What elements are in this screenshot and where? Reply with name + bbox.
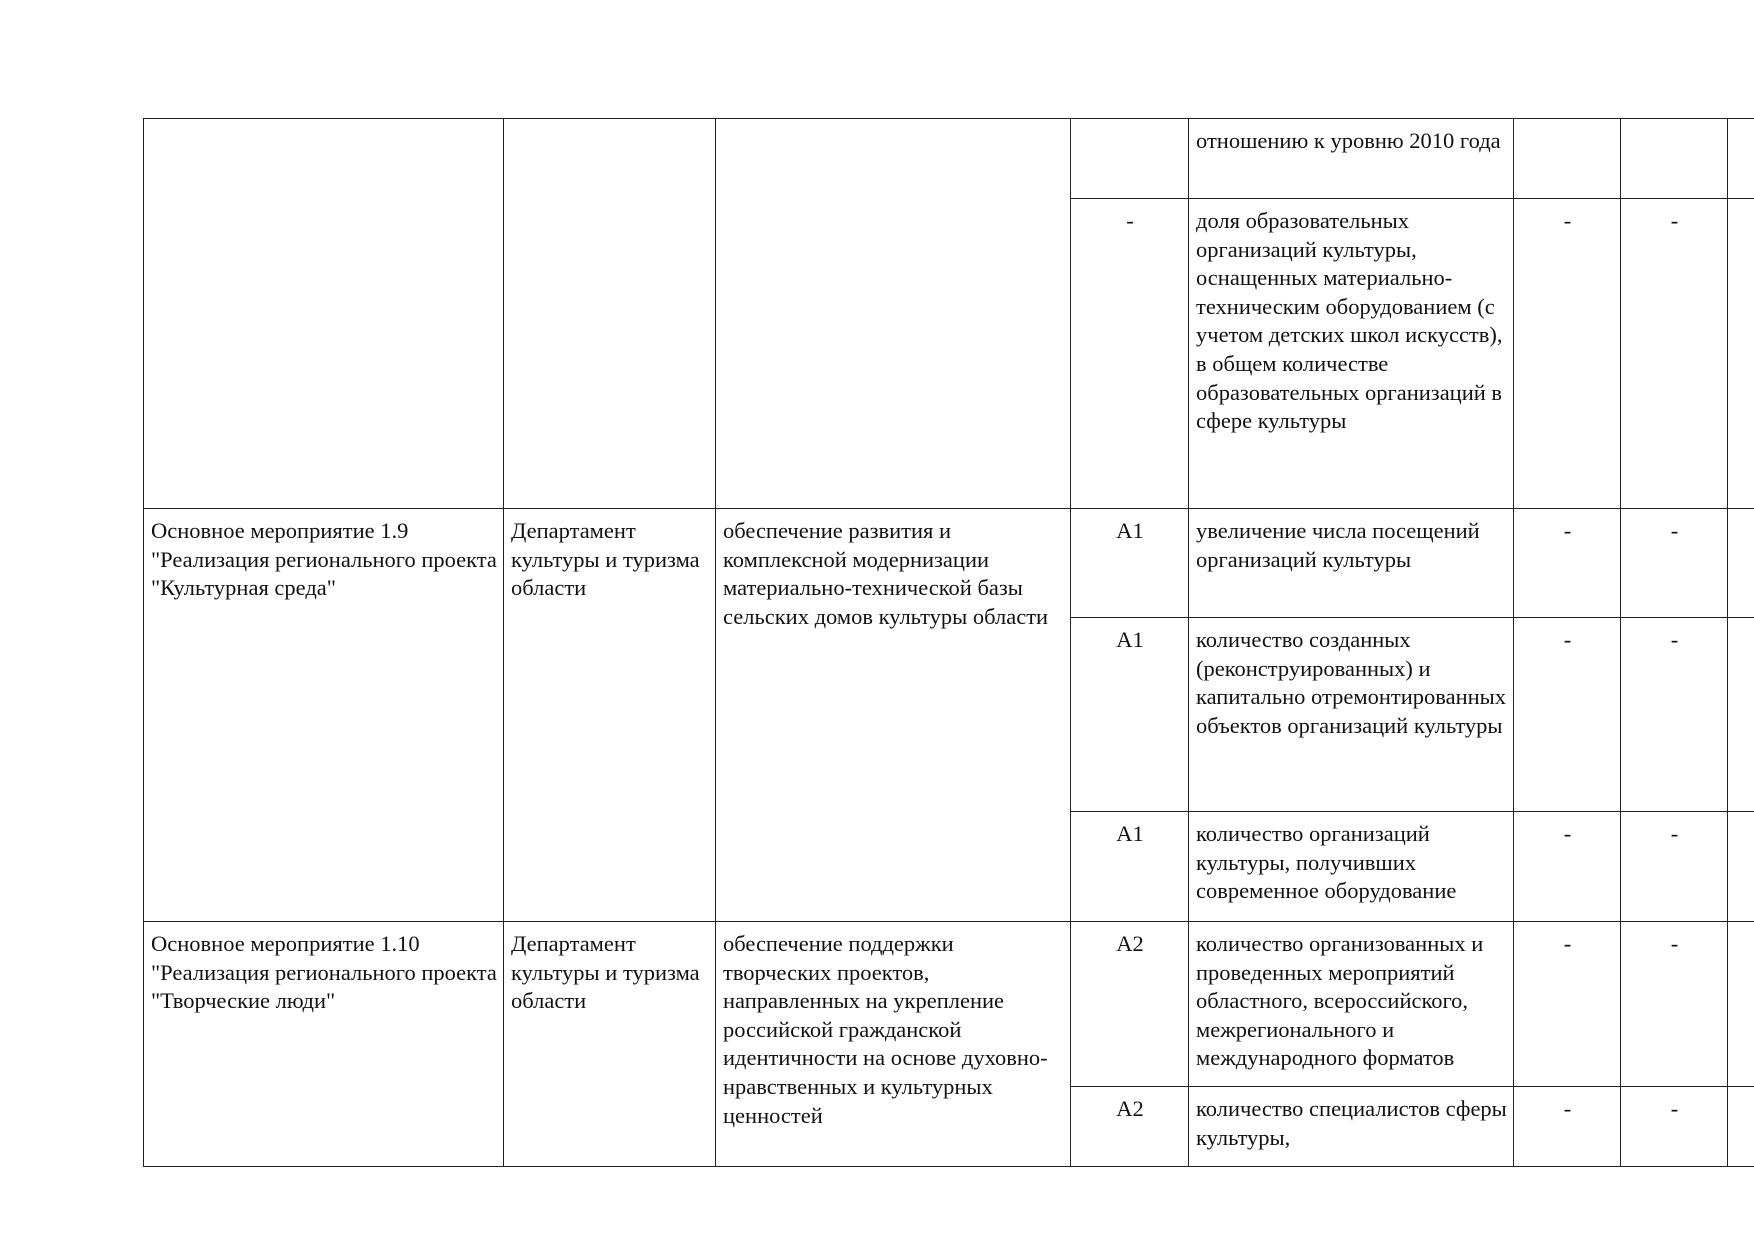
value-cell: - — [1513, 508, 1621, 618]
table-row: А1 количество созданных (реконструирован… — [144, 617, 1754, 812]
table-row: А1 количество организаций культуры, полу… — [144, 811, 1754, 922]
value-cell — [1727, 198, 1754, 509]
value-cell: - — [1620, 508, 1728, 618]
indicator-cell: отношению к уровню 2010 года — [1188, 118, 1514, 199]
value-cell — [1513, 118, 1621, 199]
measure-cell: Основное мероприятие 1.9 "Реализация рег… — [143, 508, 504, 922]
result-cell: обеспечение поддержки творческих проекто… — [715, 921, 1071, 1167]
value-cell: - — [1513, 198, 1621, 509]
value-cell: - — [1620, 921, 1728, 1087]
code-cell: А1 — [1070, 811, 1189, 922]
value-cell: - — [1513, 617, 1621, 812]
table-row: Основное мероприятие 1.9 "Реализация рег… — [143, 508, 1754, 922]
indicator-cell: увеличение числа посещений организаций к… — [1188, 508, 1514, 618]
code-cell: А2 — [1070, 1086, 1189, 1167]
executor-cell: Департамент культуры и туризма области — [503, 508, 716, 922]
value-cell: - — [1620, 617, 1728, 812]
value-cell — [1727, 1086, 1754, 1167]
value-cell — [1727, 508, 1754, 618]
table-row: - доля образовательных организаций культ… — [144, 198, 1754, 509]
measure-cell — [143, 118, 504, 509]
value-cell — [1727, 811, 1754, 922]
table-row: Основное мероприятие 1.10 "Реализация ре… — [143, 921, 1754, 1167]
executor-cell: Департамент культуры и туризма области — [503, 921, 716, 1167]
table-row: А2 количество специалистов сферы культур… — [144, 1086, 1754, 1167]
code-cell — [1070, 118, 1189, 199]
indicator-cell: количество специалистов сферы культуры, — [1188, 1086, 1514, 1167]
value-cell: - — [1620, 811, 1728, 922]
value-cell: - — [1513, 921, 1621, 1087]
indicator-cell: количество организованных и проведенных … — [1188, 921, 1514, 1087]
result-cell — [715, 118, 1071, 509]
indicator-cell: доля образовательных организаций культур… — [1188, 198, 1514, 509]
code-cell: А1 — [1070, 508, 1189, 618]
measure-cell: Основное мероприятие 1.10 "Реализация ре… — [143, 921, 504, 1167]
table-row: отношению к уровню 2010 года — [143, 118, 1754, 509]
program-measures-table: отношению к уровню 2010 года - доля обра… — [143, 118, 1754, 1167]
value-cell: - — [1620, 1086, 1728, 1167]
indicator-cell: количество созданных (реконструированных… — [1188, 617, 1514, 812]
value-cell: - — [1513, 811, 1621, 922]
value-cell — [1727, 617, 1754, 812]
result-cell: обеспечение развития и комплексной модер… — [715, 508, 1071, 922]
value-cell: - — [1620, 198, 1728, 509]
value-cell — [1727, 118, 1754, 199]
value-cell — [1727, 921, 1754, 1087]
indicator-cell: количество организаций культуры, получив… — [1188, 811, 1514, 922]
value-cell — [1620, 118, 1728, 199]
value-cell: - — [1513, 1086, 1621, 1167]
executor-cell — [503, 118, 716, 509]
code-cell: А2 — [1070, 921, 1189, 1087]
code-cell: - — [1070, 198, 1189, 509]
code-cell: А1 — [1070, 617, 1189, 812]
